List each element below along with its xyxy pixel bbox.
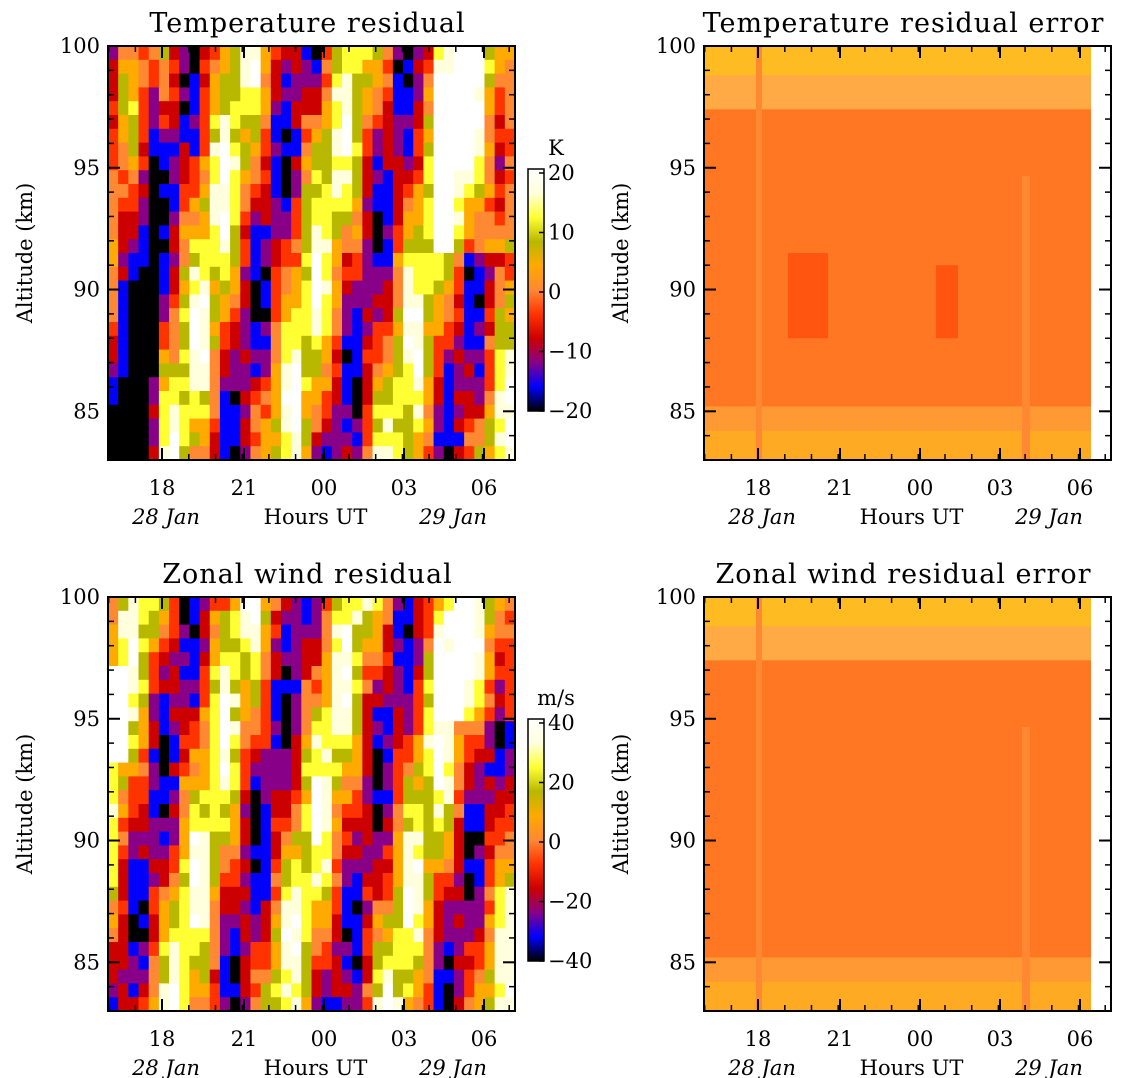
y-tick-label: 100 — [60, 34, 100, 58]
x-tick-label: 06 — [1067, 476, 1094, 500]
y-tick-label: 85 — [73, 950, 100, 974]
colorbar: m/s40 20 0 −20 −40 — [527, 686, 592, 973]
y-axis-label: Altitude (km) — [609, 183, 633, 325]
x-tick-label: 00 — [907, 1027, 934, 1051]
x-axis: 18 21 00 03 06 — [107, 597, 510, 1051]
x-axis-label: Hours UT — [860, 1056, 964, 1078]
x-axis-label: Hours UT — [264, 505, 368, 529]
end-date-label: 29 Jan — [1014, 1056, 1083, 1078]
y-tick-label: 95 — [73, 707, 100, 731]
x-tick-label: 00 — [311, 1027, 338, 1051]
x-tick-label: 18 — [149, 476, 176, 500]
x-tick-label: 18 — [745, 476, 772, 500]
x-tick-label: 18 — [149, 1027, 176, 1051]
panel-title: Zonal wind residual — [162, 559, 453, 590]
x-tick-label: 21 — [231, 1027, 258, 1051]
colorbar-tick-label: 0 — [548, 830, 561, 854]
plot-frame — [107, 45, 516, 461]
x-tick-label: 06 — [1067, 1027, 1094, 1051]
start-date-label: 28 Jan — [727, 505, 796, 529]
x-tick-label: 00 — [311, 476, 338, 500]
colorbar-tick-label: 40 — [548, 711, 575, 735]
end-date-label: 29 Jan — [418, 1056, 487, 1078]
y-tick-label: 90 — [73, 829, 100, 853]
y-axis-label: Altitude (km) — [609, 734, 633, 876]
x-tick-label: 03 — [987, 1027, 1014, 1051]
start-date-label: 28 Jan — [131, 505, 200, 529]
residual-field — [108, 46, 515, 460]
y-tick-label: 90 — [669, 829, 696, 853]
plot-frame — [703, 596, 1112, 1012]
panel-title: Temperature residual error — [703, 8, 1105, 39]
colorbar-unit: m/s — [537, 686, 575, 710]
x-tick-label: 00 — [907, 476, 934, 500]
y-axis-label: Altitude (km) — [13, 183, 37, 325]
zonal-wind-residual-panel: 85 90 95 100 18 21 00 03 06 Zonal wind residual Al… — [13, 559, 592, 1078]
error-field — [704, 597, 1111, 1011]
y-axis-label: Altitude (km) — [13, 734, 37, 876]
x-tick-label: 03 — [391, 1027, 418, 1051]
colorbar-tick-label: 20 — [548, 771, 575, 795]
x-tick-label: 03 — [391, 476, 418, 500]
colorbar-tick-label: −20 — [548, 399, 592, 423]
y-tick-label: 85 — [73, 399, 100, 423]
y-tick-label: 100 — [656, 34, 696, 58]
x-tick-label: 21 — [827, 1027, 854, 1051]
y-tick-label: 85 — [669, 950, 696, 974]
x-axis-label: Hours UT — [860, 505, 964, 529]
colorbar-tick-label: −10 — [548, 340, 592, 364]
residual-field — [108, 597, 515, 1011]
colorbar-scale — [527, 168, 545, 412]
y-tick-label: 90 — [73, 278, 100, 302]
y-tick-label: 100 — [656, 585, 696, 609]
colorbar: K20 10 0 −10 −20 — [527, 136, 592, 423]
x-tick-label: 03 — [987, 476, 1014, 500]
y-axis: 85 90 95 100 — [60, 585, 515, 1012]
start-date-label: 28 Jan — [727, 1056, 796, 1078]
x-tick-label: 06 — [471, 476, 498, 500]
colorbar-tick-label: 20 — [548, 161, 575, 185]
y-tick-label: 100 — [60, 585, 100, 609]
colorbar-tick-label: 0 — [548, 280, 561, 304]
zonal-wind-residual-error-panel: 85 90 95 100 18 21 00 03 06 Zonal wind residual e… — [609, 559, 1112, 1078]
x-tick-label: 21 — [827, 476, 854, 500]
end-date-label: 29 Jan — [1014, 505, 1083, 529]
panel-title: Temperature residual — [149, 8, 465, 39]
x-tick-label: 21 — [231, 476, 258, 500]
error-field — [704, 46, 1111, 460]
y-tick-label: 85 — [669, 399, 696, 423]
x-tick-label: 06 — [471, 1027, 498, 1051]
x-axis: 18 21 00 03 06 — [703, 46, 1106, 500]
colorbar-unit: K — [548, 136, 564, 160]
y-axis: 85 90 95 100 — [656, 585, 1111, 1012]
plot-frame — [703, 45, 1112, 461]
y-tick-label: 95 — [669, 156, 696, 180]
panel-title: Zonal wind residual error — [715, 559, 1091, 590]
y-axis: 85 90 95 100 — [656, 34, 1111, 461]
end-date-label: 29 Jan — [418, 505, 487, 529]
x-axis: 18 21 00 03 06 — [107, 46, 510, 500]
x-tick-label: 18 — [745, 1027, 772, 1051]
y-axis: 85 90 95 100 — [60, 34, 515, 461]
colorbar-tick-label: −20 — [548, 890, 592, 914]
temperature-residual-error-panel: 85 90 95 100 18 21 00 03 06 Temperature residual … — [609, 8, 1112, 529]
x-axis: 18 21 00 03 06 — [703, 597, 1106, 1051]
colorbar-tick-label: −40 — [548, 949, 592, 973]
y-tick-label: 90 — [669, 278, 696, 302]
x-axis-label: Hours UT — [264, 1056, 368, 1078]
plot-frame — [107, 596, 516, 1012]
colorbar-scale — [527, 718, 545, 962]
colorbar-tick-label: 10 — [548, 221, 575, 245]
start-date-label: 28 Jan — [131, 1056, 200, 1078]
y-tick-label: 95 — [73, 156, 100, 180]
y-tick-label: 95 — [669, 707, 696, 731]
